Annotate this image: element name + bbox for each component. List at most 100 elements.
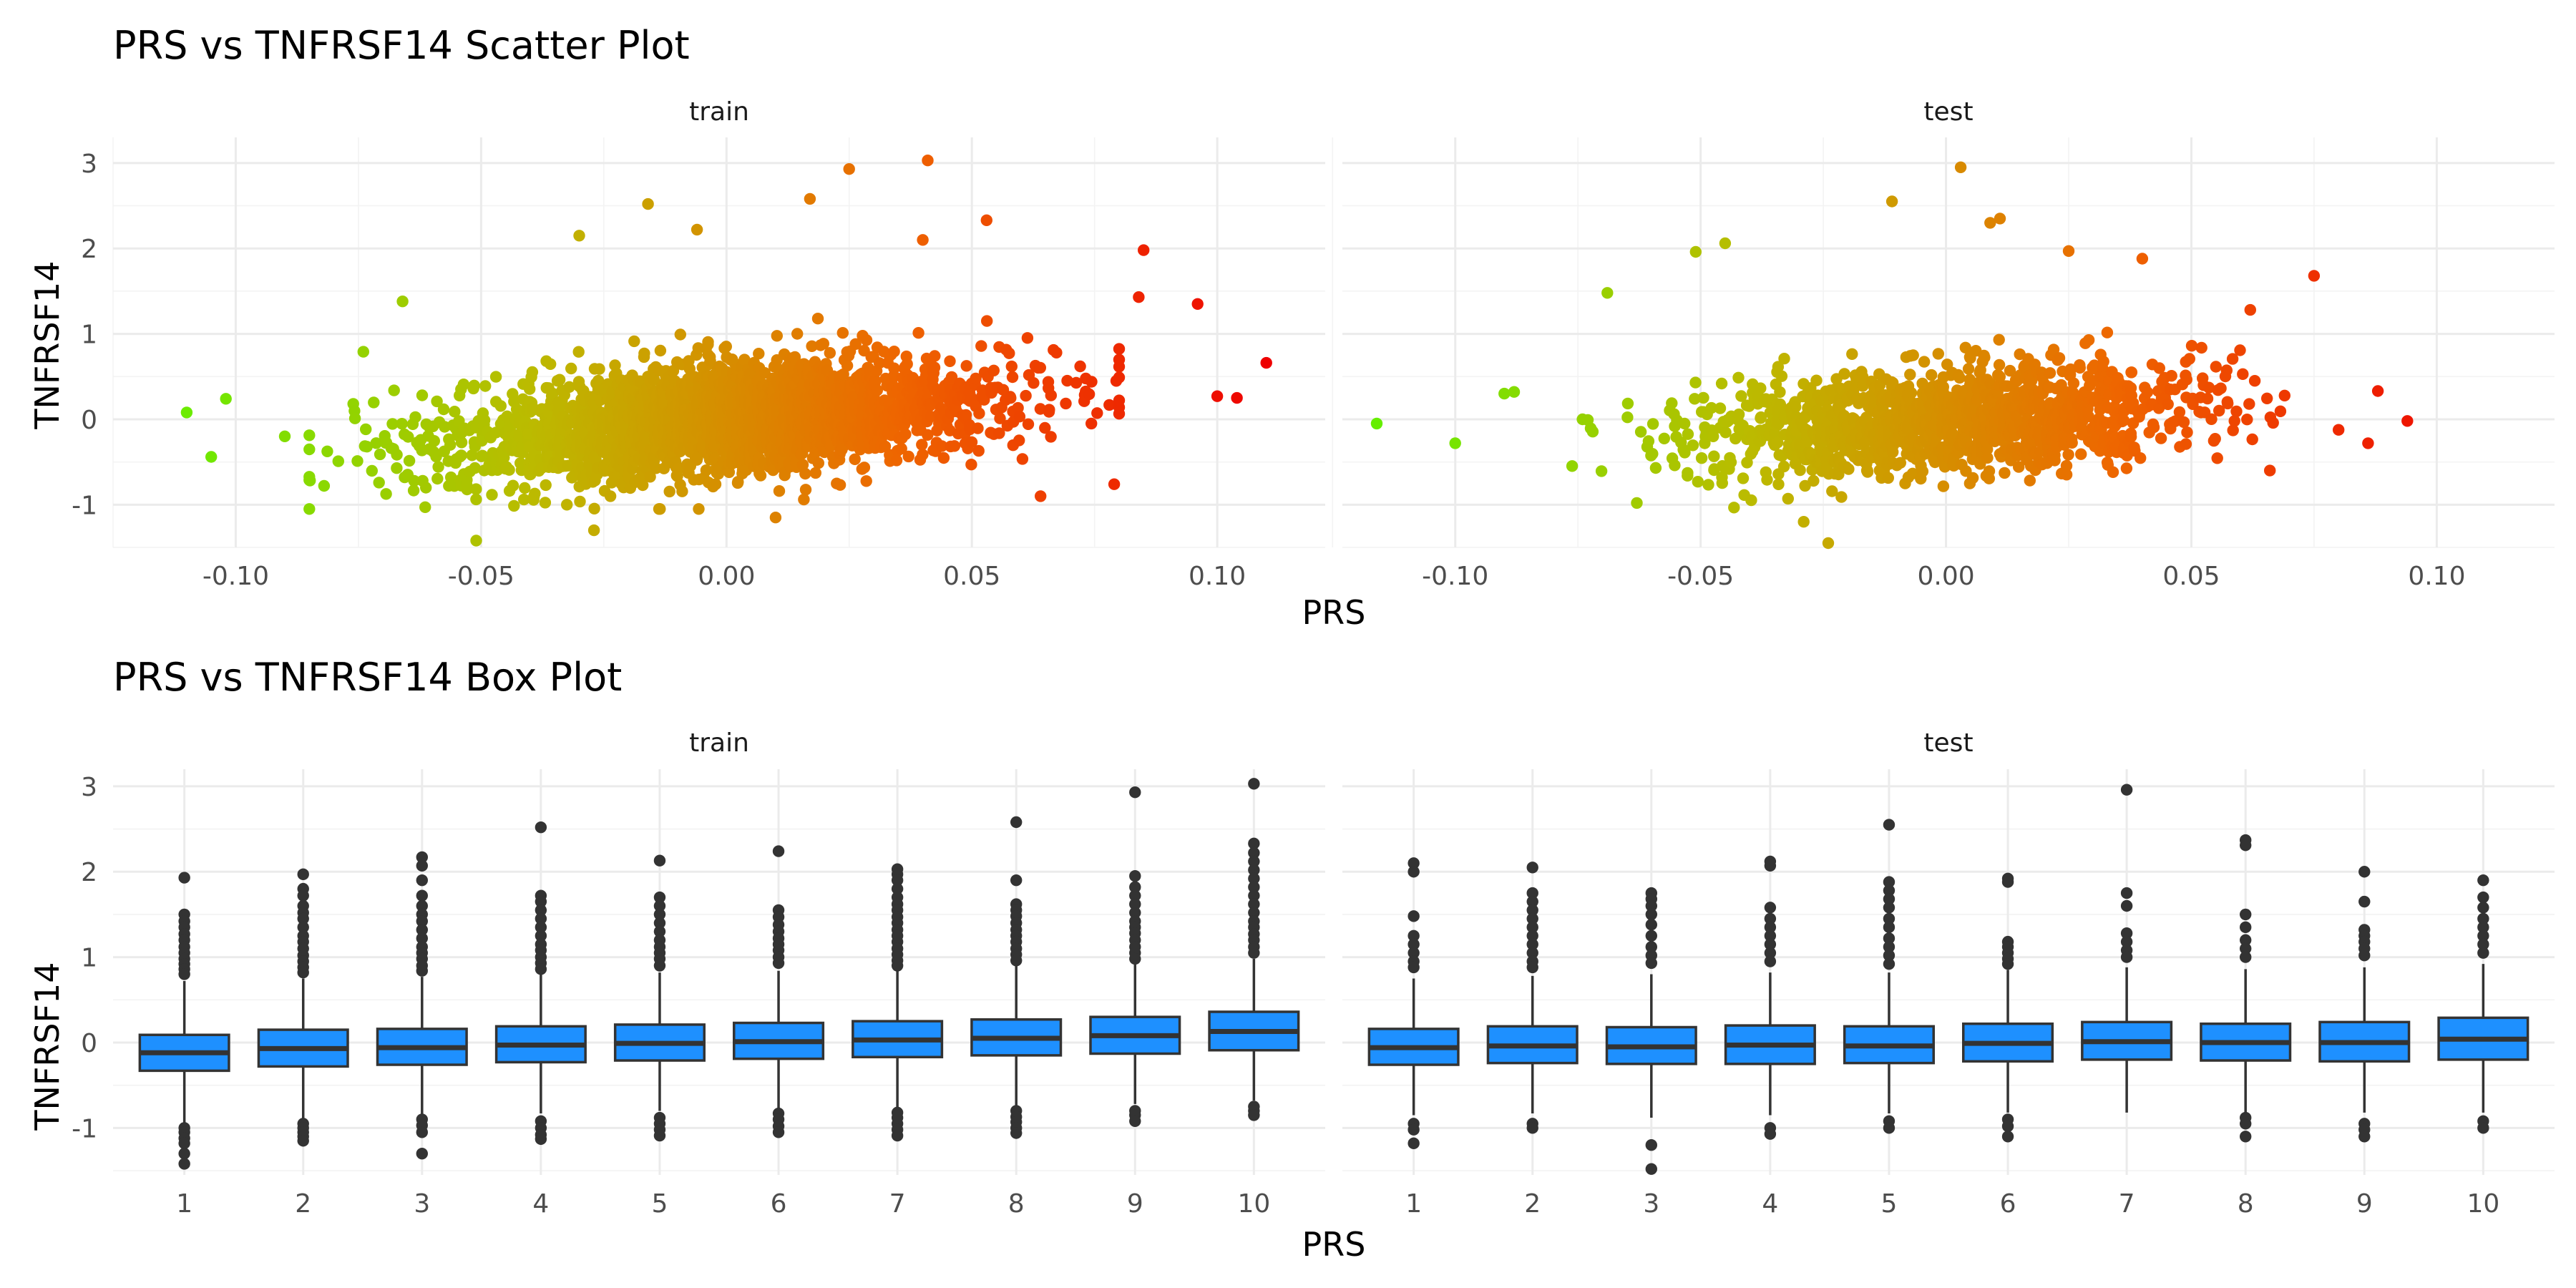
scatter-point [303, 443, 316, 456]
scatter-point [574, 495, 586, 508]
scatter-point [642, 197, 654, 210]
scatter-point [1937, 480, 1950, 492]
scatter-point [798, 493, 810, 506]
box-y-axis-title: TNFRSF14 [28, 962, 67, 1131]
scatter-point [709, 478, 722, 490]
scatter-point [469, 462, 481, 474]
scatter-point [368, 396, 380, 409]
x-tick-label: 0.10 [2408, 562, 2465, 591]
scatter-point [1822, 537, 1835, 550]
scatter-point [348, 412, 361, 424]
scatter-point [1016, 453, 1029, 465]
scatter-title: PRS vs TNFRSF14 Scatter Plot [113, 23, 690, 68]
scatter-point [2124, 431, 2137, 443]
scatter-point [1260, 356, 1272, 369]
scatter-point [1449, 437, 1461, 449]
scatter-point [2234, 344, 2246, 356]
scatter-point [593, 363, 605, 375]
scatter-point [2333, 424, 2345, 436]
x-tick-label: 2 [295, 1189, 311, 1219]
scatter-point [2097, 356, 2109, 368]
outlier-point [2001, 957, 2014, 970]
scatter-point [691, 223, 703, 236]
scatter-point [2180, 374, 2192, 386]
scatter-point [1621, 397, 1634, 410]
scatter-x-axis-title: PRS [1302, 593, 1366, 632]
scatter-point [809, 467, 822, 479]
scatter-point [604, 490, 617, 502]
scatter-point [1737, 472, 1750, 484]
scatter-point [1761, 474, 1773, 486]
scatter-point [1719, 426, 1732, 439]
scatter-point [2181, 426, 2193, 439]
outlier-point [416, 889, 429, 902]
outlier-point [1010, 1127, 1023, 1139]
scatter-point [2147, 421, 2160, 434]
outlier-point [2239, 839, 2252, 852]
scatter-point [1021, 332, 1034, 344]
outlier-point [1883, 921, 1896, 934]
scatter-point [1005, 360, 1018, 373]
scatter-point [1882, 472, 1894, 484]
scatter-point [1508, 386, 1521, 398]
scatter-point [2215, 382, 2227, 394]
scatter-point [1646, 418, 1659, 430]
scatter-point [791, 328, 804, 340]
scatter-point [1954, 161, 1967, 173]
scatter-point [1566, 460, 1579, 472]
scatter-point [812, 457, 825, 469]
scatter-point [789, 351, 801, 364]
scatter-point [654, 503, 666, 515]
scatter-point [981, 315, 993, 327]
scatter-point [1370, 417, 1383, 430]
scatter-point [1687, 439, 1699, 452]
scatter-point [899, 428, 912, 441]
scatter-point [490, 426, 502, 439]
scatter-point [361, 441, 373, 453]
scatter-point [2082, 334, 2095, 346]
scatter-point [360, 423, 372, 436]
scatter-point [1772, 478, 1785, 490]
scatter-point [2183, 353, 2195, 365]
scatter-point [2244, 303, 2256, 316]
scatter-point [773, 485, 786, 497]
scatter-point [1926, 369, 1938, 381]
scatter-point [1697, 391, 1709, 404]
outlier-point [2120, 899, 2133, 912]
outlier-point [1764, 1128, 1777, 1140]
scatter-point [1918, 356, 1931, 368]
x-tick-label: -0.10 [1422, 562, 1488, 591]
outlier-point [653, 1129, 666, 1142]
x-tick-label: 9 [1127, 1189, 1143, 1219]
scatter-point [902, 450, 914, 463]
scatter-point [676, 485, 688, 497]
y-tick-label: -1 [72, 491, 97, 520]
scatter-point [700, 464, 713, 477]
scatter-point [1083, 388, 1096, 401]
scatter-point [1108, 478, 1121, 490]
outlier-point [1129, 1115, 1141, 1127]
scatter-point [318, 479, 331, 492]
scatter-point [1981, 452, 1994, 464]
outlier-point [2120, 887, 2133, 899]
scatter-point [1695, 452, 1708, 464]
scatter-point [1669, 459, 1681, 472]
scatter-point [1732, 371, 1745, 384]
x-tick-label: 1 [176, 1189, 192, 1219]
outlier-point [1407, 1137, 1420, 1150]
scatter-point [1133, 291, 1145, 303]
x-tick-label: -0.05 [1667, 562, 1734, 591]
y-tick-label: 0 [81, 406, 97, 435]
box-title: PRS vs TNFRSF14 Box Plot [113, 655, 622, 700]
scatter-point [332, 455, 344, 467]
scatter-point [2141, 386, 2154, 399]
scatter-point [391, 462, 403, 474]
scatter-point [2125, 366, 2138, 379]
scatter-point [321, 445, 333, 457]
scatter-point [2230, 405, 2243, 418]
scatter-point [1728, 502, 1740, 514]
x-tick-label: 0.05 [2162, 562, 2220, 591]
scatter-point [2201, 392, 2214, 405]
x-tick-label: -0.10 [203, 562, 269, 591]
